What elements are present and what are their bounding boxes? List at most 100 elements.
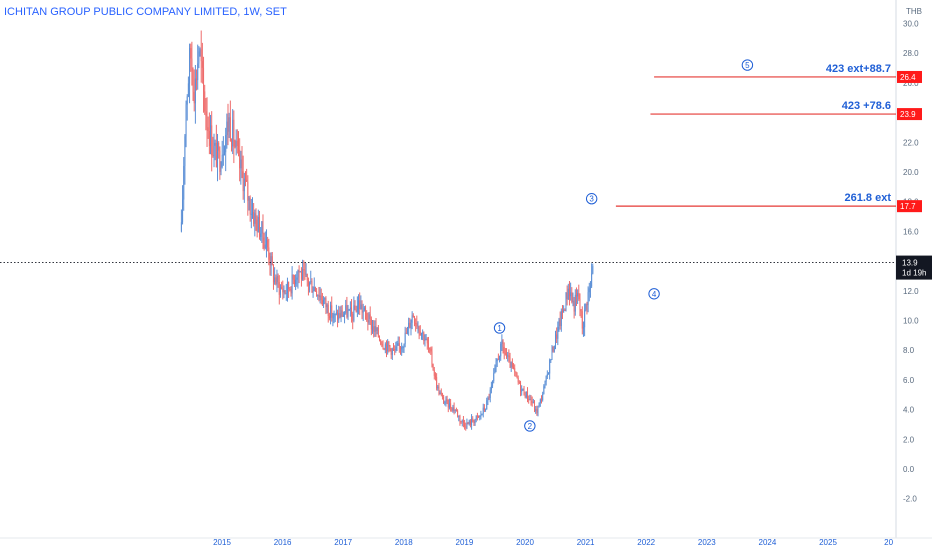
candle-body — [276, 275, 278, 285]
candle — [247, 175, 249, 216]
candle-body — [375, 325, 377, 332]
candle — [325, 296, 327, 315]
candle — [300, 267, 302, 287]
y-tick-label: 26.0 — [903, 79, 919, 88]
candle-body — [417, 326, 419, 328]
candle-body — [236, 140, 238, 147]
candle — [523, 385, 525, 396]
candle — [448, 398, 450, 410]
candle-body — [444, 402, 446, 404]
candle-body — [192, 71, 194, 92]
candle-body — [525, 391, 527, 398]
candle-body — [577, 292, 579, 297]
candle — [538, 402, 540, 408]
candle — [571, 287, 573, 304]
candle-body — [314, 286, 316, 292]
candle — [235, 129, 237, 156]
candle-body — [339, 313, 341, 318]
candle-body — [499, 356, 501, 360]
level-price-badge — [897, 70, 922, 83]
candle — [310, 270, 312, 285]
candle — [520, 380, 522, 397]
candle — [409, 317, 411, 329]
candle-body — [288, 281, 290, 290]
candle-body — [541, 399, 543, 401]
y-tick-label: 8.0 — [903, 346, 915, 355]
candle — [507, 352, 509, 362]
candle — [340, 305, 342, 323]
candle — [342, 311, 344, 318]
candle-body — [427, 343, 429, 349]
candle-body — [406, 327, 408, 334]
candle — [256, 215, 258, 238]
candle — [196, 69, 198, 91]
candle — [410, 319, 412, 336]
candle — [586, 301, 588, 315]
y-tick-label: 12.0 — [903, 287, 919, 296]
candle-body — [474, 419, 476, 424]
candle — [423, 331, 425, 345]
candle — [554, 330, 556, 350]
candle — [316, 288, 318, 297]
candle-body — [291, 274, 293, 294]
candle-body — [238, 146, 240, 150]
candle-body — [293, 279, 295, 285]
candle-body — [318, 294, 320, 298]
candle-body — [268, 247, 270, 260]
candle-body — [205, 111, 207, 116]
candle — [582, 321, 584, 337]
candle — [439, 390, 441, 395]
x-tick-label: 2022 — [637, 538, 655, 547]
candle — [358, 294, 360, 315]
candle-body — [388, 341, 390, 347]
candle-body — [397, 343, 399, 346]
candle — [469, 419, 471, 428]
y-tick-label: 28.0 — [903, 49, 919, 58]
candle-body — [535, 409, 537, 412]
candle — [286, 277, 288, 302]
candle — [200, 30, 202, 83]
candle-body — [436, 377, 438, 389]
candle-body — [265, 239, 267, 245]
candle-body — [360, 304, 362, 309]
candle-body — [180, 222, 182, 232]
candle-body — [218, 142, 220, 151]
candle-body — [391, 348, 393, 355]
candle — [274, 267, 276, 285]
candle — [382, 340, 384, 350]
candle — [192, 67, 194, 101]
candle-body — [359, 300, 361, 309]
candle-body — [369, 314, 371, 319]
candle-body — [493, 373, 495, 382]
candle-body — [485, 409, 487, 411]
candle — [468, 419, 470, 426]
candle-body — [564, 309, 566, 311]
candle — [229, 100, 231, 142]
candle-body — [507, 355, 509, 357]
candle — [305, 263, 307, 278]
candle — [403, 343, 405, 354]
candle-body — [310, 281, 312, 283]
candle — [511, 358, 513, 369]
candle — [531, 396, 533, 407]
candle — [443, 394, 445, 405]
candle — [575, 287, 577, 307]
candle — [198, 46, 200, 69]
candle-body — [296, 277, 298, 280]
candle — [363, 306, 365, 312]
candle-body — [523, 388, 525, 396]
candle-body — [327, 304, 329, 316]
candle-body — [431, 351, 433, 365]
candle-body — [538, 402, 540, 406]
candle-body — [267, 239, 269, 248]
candle-body — [579, 298, 581, 310]
candle — [535, 406, 537, 414]
candle — [210, 114, 212, 155]
candle — [208, 112, 210, 155]
candle-body — [300, 271, 302, 280]
candle — [514, 364, 516, 377]
candle-body — [445, 399, 447, 403]
candle — [234, 139, 236, 149]
candle-body — [305, 273, 307, 275]
